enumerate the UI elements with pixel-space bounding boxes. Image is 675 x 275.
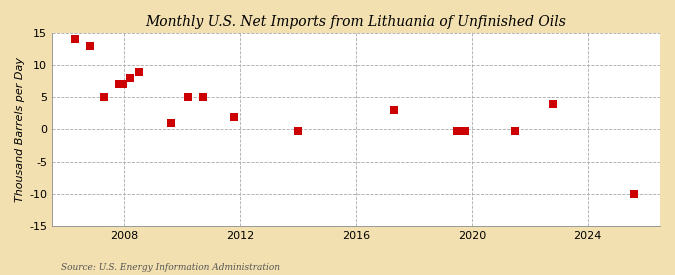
Point bbox=[452, 129, 463, 134]
Point bbox=[84, 44, 95, 48]
Point bbox=[293, 129, 304, 134]
Point bbox=[134, 69, 144, 74]
Point bbox=[628, 191, 639, 196]
Point bbox=[229, 114, 240, 119]
Point bbox=[459, 129, 470, 134]
Point bbox=[125, 76, 136, 80]
Point bbox=[547, 101, 558, 106]
Point bbox=[510, 129, 520, 134]
Point bbox=[388, 108, 399, 112]
Point bbox=[117, 82, 128, 87]
Point bbox=[113, 82, 124, 87]
Point bbox=[183, 95, 194, 100]
Title: Monthly U.S. Net Imports from Lithuania of Unfinished Oils: Monthly U.S. Net Imports from Lithuania … bbox=[146, 15, 566, 29]
Y-axis label: Thousand Barrels per Day: Thousand Barrels per Day bbox=[15, 57, 25, 202]
Point bbox=[197, 95, 208, 100]
Point bbox=[165, 121, 176, 125]
Point bbox=[99, 95, 109, 100]
Point bbox=[70, 37, 80, 42]
Text: Source: U.S. Energy Information Administration: Source: U.S. Energy Information Administ… bbox=[61, 263, 279, 272]
